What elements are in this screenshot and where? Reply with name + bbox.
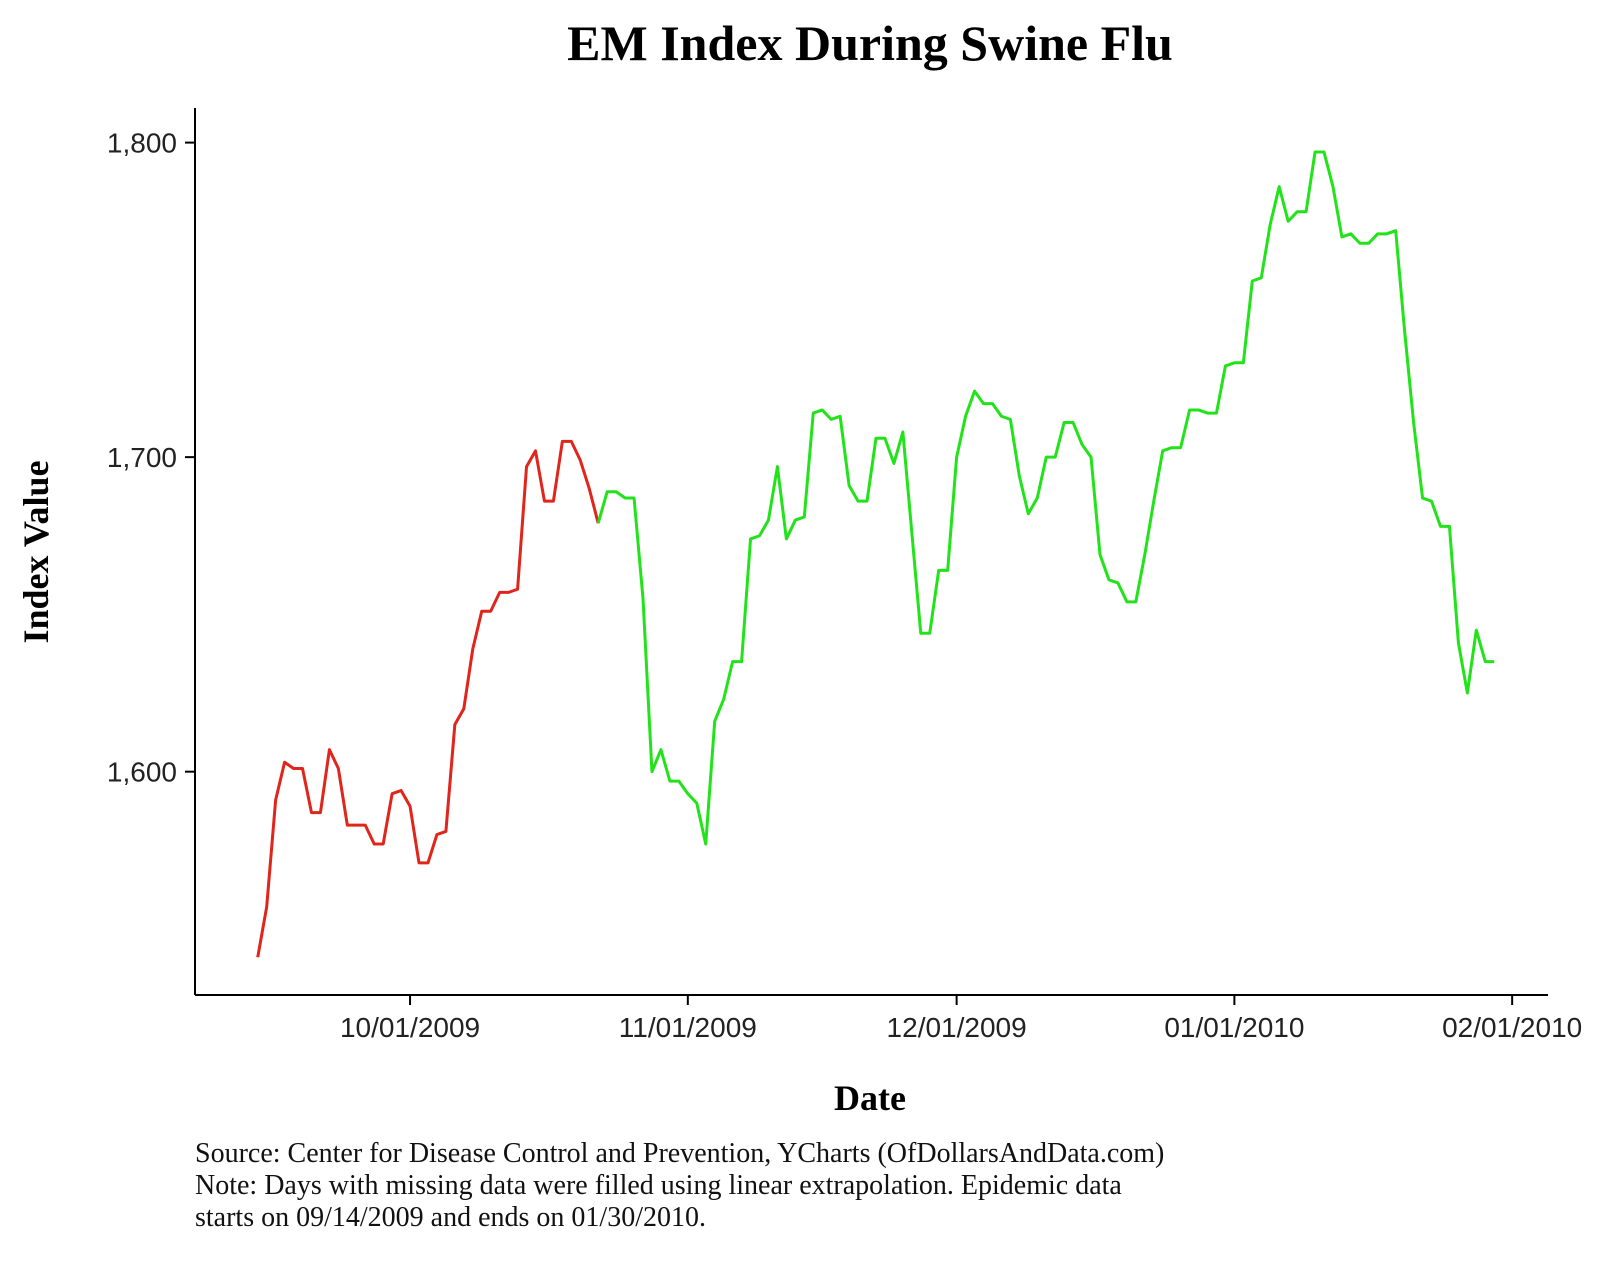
x-tick-label: 01/01/2010 — [1164, 1012, 1304, 1043]
line — [596, 150, 1495, 846]
line — [256, 439, 600, 958]
caption: starts on 09/14/2009 and ends on 01/30/2… — [195, 1202, 706, 1233]
x-axis-title: Date — [834, 1078, 906, 1118]
x-tick-label: 11/01/2009 — [619, 1012, 757, 1043]
chart-title: EM Index During Swine Flu — [567, 15, 1173, 71]
x-tick-label: 10/01/2009 — [340, 1012, 480, 1043]
y-tick-label: 1,800 — [107, 128, 177, 159]
y-tick-label: 1,700 — [107, 442, 177, 473]
caption: Source: Center for Disease Control and P… — [195, 1138, 1164, 1169]
y-tick-label: 1,600 — [107, 757, 177, 788]
x-tick-label: 02/01/2010 — [1442, 1012, 1582, 1043]
x-tick-label: 12/01/2009 — [887, 1012, 1027, 1043]
caption: Note: Days with missing data were filled… — [195, 1170, 1122, 1201]
y-axis-title: Index Value — [16, 460, 56, 643]
